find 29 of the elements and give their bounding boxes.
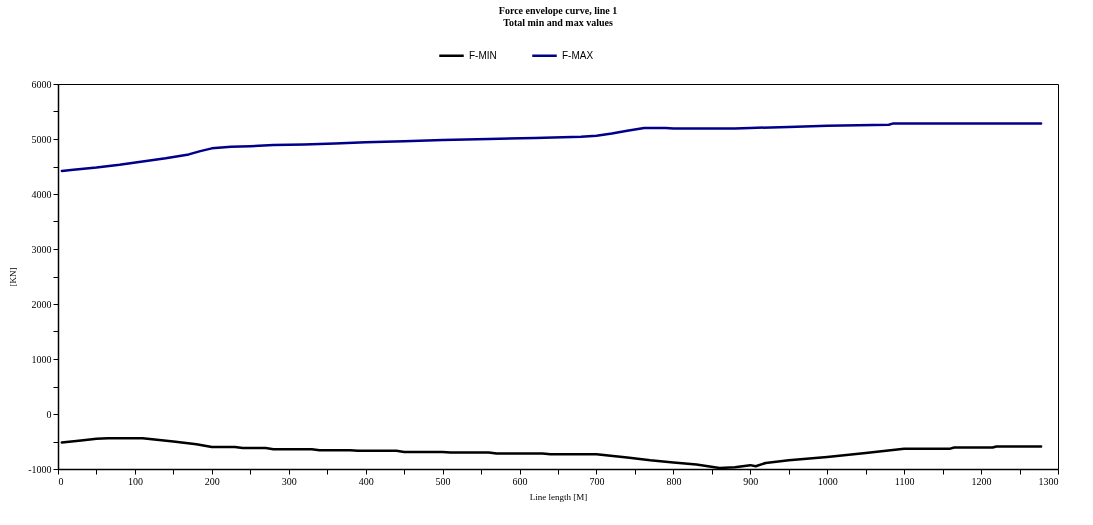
x-tick-label: 1000 <box>817 475 838 487</box>
x-tick-label: 900 <box>743 475 759 487</box>
legend-label: F-MIN <box>469 49 497 61</box>
x-tick-label: 600 <box>512 475 528 487</box>
chart-title: Force envelope curve, line 1 <box>498 5 618 16</box>
x-tick-label: 700 <box>589 475 605 487</box>
y-axis-title: [KN] <box>8 267 19 287</box>
legend-label: F-MAX <box>562 49 594 61</box>
y-tick-label: 2000 <box>31 298 52 310</box>
y-tick-label: 5000 <box>31 133 52 145</box>
y-tick-label: 0 <box>46 408 52 420</box>
x-tick-label: 800 <box>666 475 682 487</box>
x-tick-label: 1300 <box>1038 475 1059 487</box>
y-tick-label: 4000 <box>31 188 52 200</box>
y-tick-label: 3000 <box>31 243 52 255</box>
chart-subtitle: Total min and max values <box>503 17 613 28</box>
x-tick-label: 1200 <box>971 475 992 487</box>
x-tick-label: 300 <box>281 475 297 487</box>
x-tick-label: 400 <box>358 475 374 487</box>
y-tick-label: 1000 <box>31 353 52 365</box>
x-tick-label: 0 <box>58 475 64 487</box>
x-tick-label: 500 <box>435 475 451 487</box>
x-tick-label: 100 <box>127 475 143 487</box>
y-tick-label: -1000 <box>28 463 52 475</box>
x-tick-label: 200 <box>204 475 220 487</box>
x-tick-label: 1100 <box>894 475 915 487</box>
y-tick-label: 6000 <box>31 78 52 90</box>
x-axis-title: Line length [M] <box>529 491 588 502</box>
line-series <box>60 122 1043 173</box>
